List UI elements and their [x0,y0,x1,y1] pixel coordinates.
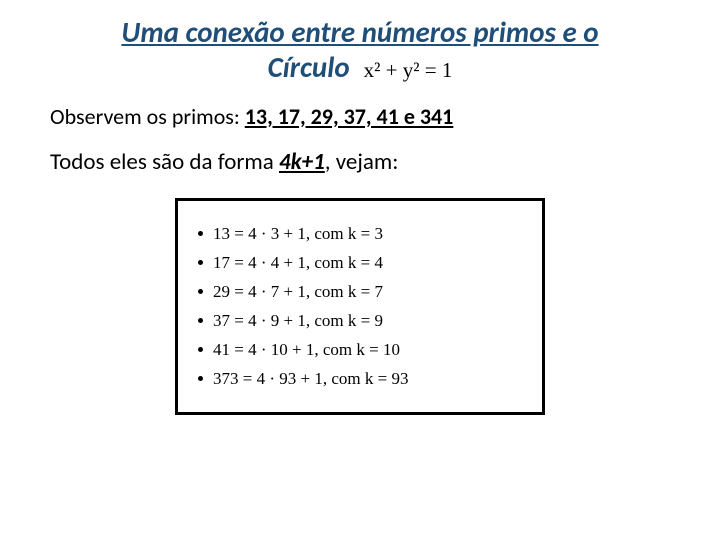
equation-row: 13 = 4 · 3 + 1, com k = 3 [198,224,522,244]
bullet-icon [198,318,203,323]
page-title: Uma conexão entre números primos e o Cír… [50,15,670,85]
equation-text: 29 = 4 · 7 + 1, com k = 7 [213,282,383,302]
bullet-icon [198,289,203,294]
equation-row: 29 = 4 · 7 + 1, com k = 7 [198,282,522,302]
title-word-circulo: Círculo [268,50,350,85]
equation-row: 37 = 4 · 9 + 1, com k = 9 [198,311,522,331]
intro-prefix: Observem os primos: [50,103,245,130]
equation-text: 37 = 4 · 9 + 1, com k = 9 [213,311,383,331]
statement-prefix: Todos eles são da forma [50,148,279,176]
equation-text: 17 = 4 · 4 + 1, com k = 4 [213,253,383,273]
equations-box: 13 = 4 · 3 + 1, com k = 3 17 = 4 · 4 + 1,… [175,198,545,415]
equation-row: 41 = 4 · 10 + 1, com k = 10 [198,340,522,360]
statement-suffix: , vejam: [325,148,399,176]
bullet-icon [198,376,203,381]
equation-text: 13 = 4 · 3 + 1, com k = 3 [213,224,383,244]
circle-equation: x² + y² = 1 [364,58,453,83]
primes-list: 13, 17, 29, 37, 41 e 341 [245,103,454,130]
equation-row: 17 = 4 · 4 + 1, com k = 4 [198,253,522,273]
title-line2: Círculo x² + y² = 1 [268,50,453,85]
intro-line: Observem os primos: 13, 17, 29, 37, 41 e… [50,103,670,130]
bullet-icon [198,347,203,352]
form-expression: 4k+1 [279,148,325,176]
bullet-icon [198,231,203,236]
bullet-icon [198,260,203,265]
equation-row: 373 = 4 · 93 + 1, com k = 93 [198,369,522,389]
statement-line: Todos eles são da forma 4k+1, vejam: [50,148,670,176]
title-line1: Uma conexão entre números primos e o [50,15,670,50]
equation-text: 41 = 4 · 10 + 1, com k = 10 [213,340,400,360]
equation-text: 373 = 4 · 93 + 1, com k = 93 [213,369,408,389]
